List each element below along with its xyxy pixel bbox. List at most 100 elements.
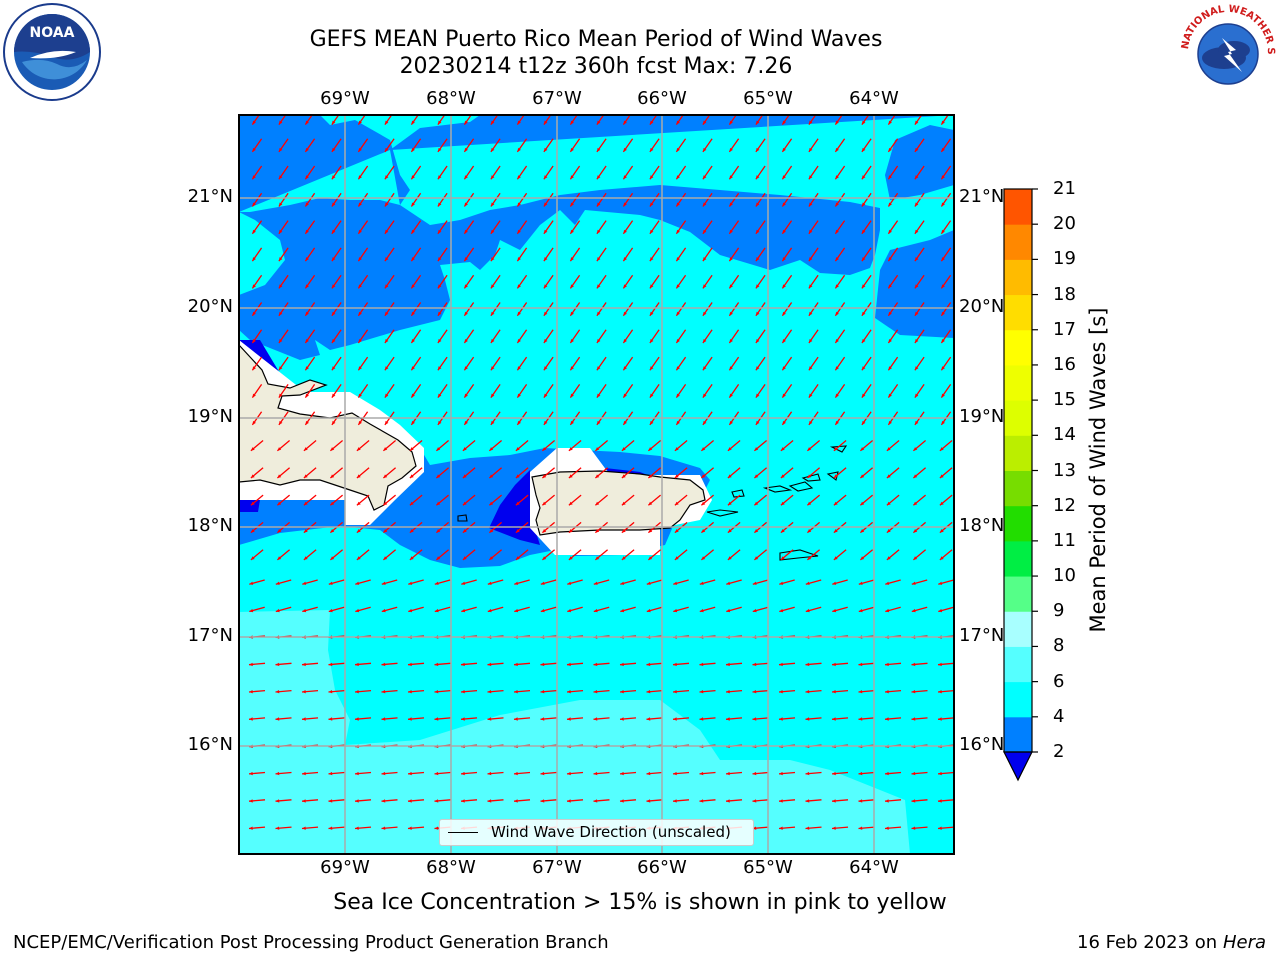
wind-arrow-head <box>305 339 309 343</box>
wind-arrow-head <box>649 393 654 398</box>
wind-arrow-head <box>623 393 627 398</box>
wind-arrow-head <box>699 662 704 667</box>
wind-arrow-head <box>487 717 492 721</box>
wind-arrow-head <box>355 662 359 667</box>
wind-arrow-head <box>858 771 863 776</box>
wind-arrow-head <box>752 799 757 803</box>
wind-arrow-head <box>779 581 784 585</box>
wind-arrow-head <box>567 662 571 667</box>
wind-arrow-head <box>729 175 733 180</box>
wind-arrow-head <box>649 229 654 234</box>
wind-arrow-head <box>356 556 361 560</box>
wind-arrow-head <box>487 799 492 803</box>
colorbar-tick-label: 9 <box>1053 600 1065 622</box>
wind-arrow-head <box>676 229 680 234</box>
wind-arrow-head <box>490 284 495 289</box>
wind-arrow-head <box>596 339 601 343</box>
wind-arrow-head <box>356 529 361 533</box>
wind-arrow-head <box>941 229 945 234</box>
wind-arrow-head <box>275 717 280 721</box>
wind-arrow-head <box>676 393 680 398</box>
colorbar-segment <box>1004 505 1032 542</box>
wind-arrow-head <box>461 717 465 721</box>
wind-arrow-head <box>885 662 889 667</box>
colorbar-frame <box>1003 188 1033 753</box>
wind-arrow-head <box>302 608 307 613</box>
wind-arrow-head <box>755 147 760 152</box>
wind-arrow-head <box>620 799 624 803</box>
wind-arrow-head <box>328 771 333 776</box>
lon-label-bottom: 67°W <box>532 857 582 878</box>
lon-label-bottom: 68°W <box>426 857 476 878</box>
wind-arrow-head <box>861 311 866 316</box>
wind-arrow-head <box>489 556 494 560</box>
wind-arrow-head <box>461 690 465 694</box>
wind-arrow-head <box>490 311 495 316</box>
wind-arrow-head <box>358 366 362 371</box>
wind-arrow-head <box>305 366 309 371</box>
wind-arrow-head <box>461 581 466 585</box>
wind-arrow-head <box>383 501 388 506</box>
wind-arrow-head <box>914 202 919 207</box>
wind-arrow-head <box>752 608 757 613</box>
wind-arrow-head <box>543 339 548 343</box>
colorbar-tick-label: 17 <box>1053 318 1076 340</box>
wind-arrow-head <box>699 608 704 613</box>
wind-arrow-head <box>779 608 784 613</box>
wind-arrow-head <box>911 690 916 694</box>
wind-arrow-head <box>250 447 255 451</box>
wind-arrow-head <box>252 175 256 180</box>
wind-arrow-head <box>673 608 678 613</box>
graticule <box>239 115 954 854</box>
wind-arrow-head <box>568 556 573 560</box>
wind-arrow-head <box>782 366 786 371</box>
wind-arrow-head <box>861 284 866 289</box>
wind-arrow-head <box>808 120 813 125</box>
wind-arrow-head <box>727 474 732 478</box>
wind-arrow-head <box>858 581 863 585</box>
colorbar-segment <box>1004 364 1032 401</box>
wind-arrow-head <box>861 366 866 371</box>
wind-arrow-head <box>540 608 545 613</box>
footer-machine: Hera <box>1222 932 1266 953</box>
wind-arrow-head <box>355 799 359 803</box>
wind-arrow-head <box>595 447 600 451</box>
wind-arrow-head <box>623 147 627 152</box>
wind-arrow-head <box>487 581 492 585</box>
wind-arrow-head <box>383 556 388 560</box>
wind-arrow-head <box>595 556 600 560</box>
wind-arrow-head <box>411 257 415 262</box>
wind-arrow-head <box>835 175 839 180</box>
wind-arrow-head <box>461 799 465 803</box>
wind-arrow-head <box>808 147 813 152</box>
wind-arrow-head <box>305 393 309 398</box>
wind-arrow-head <box>593 690 598 694</box>
wind-arrow-head <box>593 799 598 803</box>
wind-arrow-head <box>540 771 545 776</box>
wind-arrow-head <box>275 581 280 585</box>
wind-arrow-head <box>676 284 680 289</box>
wind-arrow-head <box>595 474 600 478</box>
wind-arrow-head <box>673 717 677 721</box>
wind-arrow-head <box>755 284 760 289</box>
wind-arrow-head <box>278 202 283 207</box>
colorbar-segment <box>1004 435 1032 471</box>
wind-arrow-head <box>517 366 521 371</box>
wind-arrow-head <box>252 120 256 125</box>
wind-arrow-head <box>596 202 601 207</box>
wind-arrow-head <box>779 799 783 803</box>
wind-arrow-head <box>861 420 866 425</box>
wind-arrow-head <box>702 366 707 371</box>
wind-arrow-head <box>249 608 254 613</box>
wind-arrow-head <box>885 771 889 776</box>
wind-arrow-head <box>570 229 574 234</box>
wind-arrow-head <box>252 393 256 398</box>
wind-arrow-head <box>517 284 521 289</box>
wind-arrow-head <box>860 474 865 478</box>
wind-arrow-head <box>384 393 389 398</box>
wind-arrow-head <box>278 420 283 425</box>
wind-arrow-head <box>755 229 760 234</box>
wind-arrow-head <box>941 147 945 152</box>
wind-arrow-head <box>621 501 626 506</box>
lon-label-top: 67°W <box>532 88 582 109</box>
